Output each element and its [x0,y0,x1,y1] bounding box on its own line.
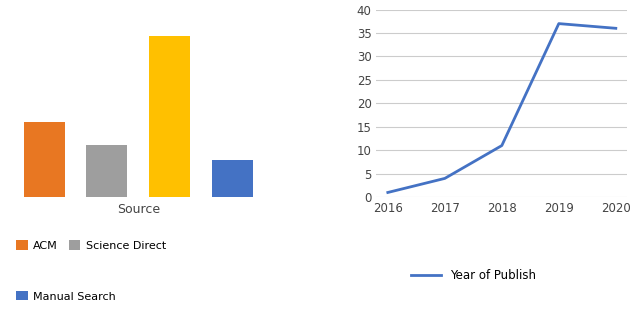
Legend: Manual Search: Manual Search [12,287,120,306]
Bar [86,145,127,197]
Bar [212,160,253,197]
Bar [149,36,190,197]
Legend: Year of Publish: Year of Publish [406,264,541,287]
Bar [24,122,65,197]
Legend: ACM, Science Direct: ACM, Science Direct [12,236,170,255]
